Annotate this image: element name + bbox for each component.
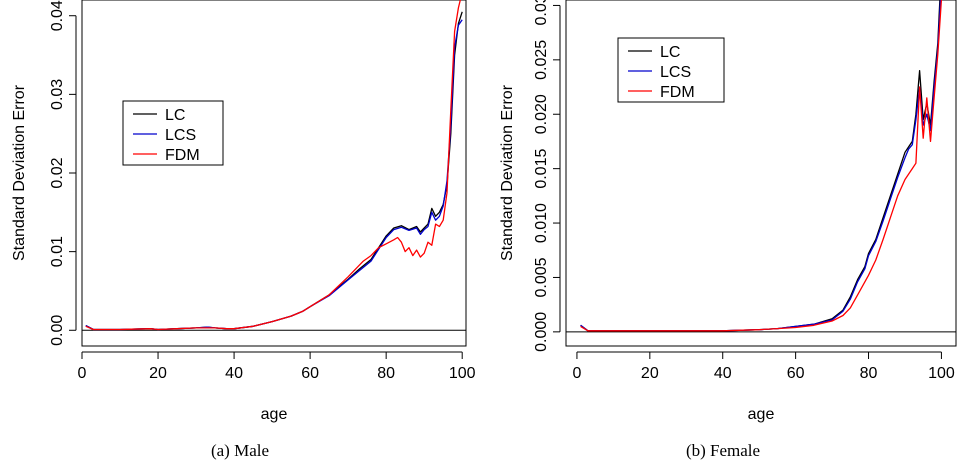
x-tick-label: 100 bbox=[928, 365, 955, 382]
x-tick-label: 20 bbox=[641, 365, 659, 382]
x-axis-label: age bbox=[748, 406, 775, 423]
x-tick-label: 40 bbox=[714, 365, 732, 382]
y-tick-label: 0.03 bbox=[49, 79, 66, 110]
y-tick-label: 0.00 bbox=[49, 315, 66, 346]
y-tick-label: 0.025 bbox=[533, 40, 550, 80]
x-tick-label: 20 bbox=[149, 365, 167, 382]
x-tick-label: 80 bbox=[860, 365, 878, 382]
y-tick-label: 0.02 bbox=[49, 157, 66, 188]
legend-label: LC bbox=[165, 107, 185, 124]
series-line-lc bbox=[85, 11, 463, 331]
x-tick-label: 0 bbox=[572, 365, 581, 382]
series-group bbox=[85, 0, 463, 331]
y-tick-label: 0.01 bbox=[49, 236, 66, 267]
y-tick-label: 0.010 bbox=[533, 203, 550, 243]
female-panel: 0 20 40 60 80 100 age 0.000 0.005 0.010 0.015 0.020… bbox=[482, 0, 964, 467]
x-tick-label: 100 bbox=[449, 365, 476, 382]
y-tick-label: 0.030 bbox=[533, 0, 550, 25]
female-caption: (b) Female bbox=[685, 441, 761, 460]
series-line-lcs bbox=[85, 19, 463, 331]
y-tick-label: 0.005 bbox=[533, 257, 550, 297]
plot-frame bbox=[81, 0, 467, 347]
series-line-fdm bbox=[85, 0, 461, 331]
x-tick-label: 40 bbox=[225, 365, 243, 382]
series-group bbox=[580, 0, 943, 332]
x-axis-label: age bbox=[261, 406, 288, 423]
x-tick-label: 80 bbox=[377, 365, 395, 382]
male-caption: (a) Male bbox=[210, 441, 270, 460]
x-tick-label: 60 bbox=[787, 365, 805, 382]
plot-frame bbox=[565, 0, 957, 347]
legend-label: LCS bbox=[660, 64, 691, 81]
legend-label: FDM bbox=[660, 84, 695, 101]
legend-label: LC bbox=[660, 44, 680, 61]
y-axis-label: Standard Deviation Error bbox=[499, 84, 516, 261]
legend-label: LCS bbox=[165, 127, 196, 144]
male-panel: 0 20 40 60 80 100 age 0.00 0.01 0.02 0.03 0.04 Stand… bbox=[0, 0, 480, 467]
y-tick-label: 0.04 bbox=[49, 0, 66, 31]
x-tick-label: 60 bbox=[301, 365, 319, 382]
legend-label: FDM bbox=[165, 147, 200, 164]
y-tick-label: 0.000 bbox=[533, 312, 550, 352]
male-chart: 0 20 40 60 80 100 age 0.00 0.01 0.02 0.03 0.04 Stand… bbox=[11, 0, 476, 423]
y-tick-label: 0.020 bbox=[533, 94, 550, 134]
female-chart: 0 20 40 60 80 100 age 0.000 0.005 0.010 0.015 0.020… bbox=[499, 0, 957, 423]
series-line-fdm bbox=[580, 0, 943, 332]
y-axis-label: Standard Deviation Error bbox=[11, 84, 28, 261]
y-tick-label: 0.015 bbox=[533, 149, 550, 189]
x-tick-label: 0 bbox=[78, 365, 87, 382]
